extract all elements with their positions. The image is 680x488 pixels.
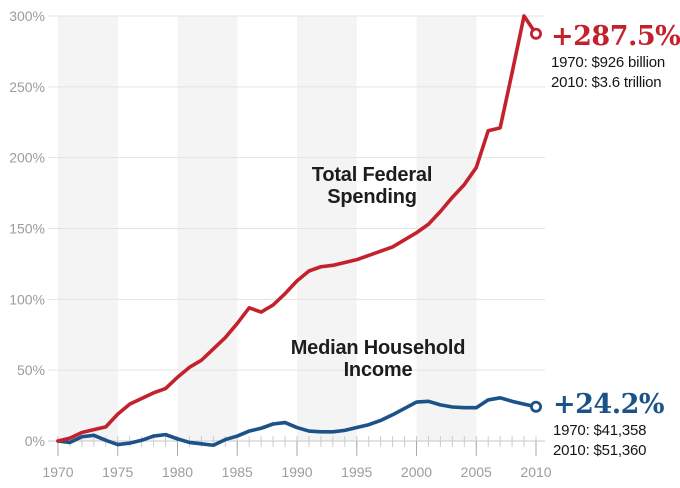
x-axis-label: 1990 [281,464,312,480]
x-axis-label: 1970 [42,464,73,480]
y-axis-label: 300% [9,8,45,24]
y-axis-label: 100% [9,291,45,307]
x-axis-label: 2005 [461,464,492,480]
spending-series-label-line2: Spending [327,186,417,208]
x-axis-label: 1985 [222,464,253,480]
spending-series-label-line1: Total Federal [311,164,433,186]
income-line [56,395,538,448]
income-callout-percent: +24.2% [553,389,665,420]
spending-callout-end-value: 2010: $3.6 trillion [551,74,662,91]
income-callout-end-value: 2010: $51,360 [553,442,647,459]
income-series-label: Median Household Income [266,337,490,381]
y-axis-label: 0% [25,433,45,449]
y-axis-label: 150% [9,221,45,237]
spending-series-label: Total Federal Spending [292,164,452,208]
y-axis-label: 50% [17,362,45,378]
y-axis-label: 200% [9,150,45,166]
spending-line [56,14,538,443]
income-series-label-line2: Income [343,359,413,381]
income-callout-start-value: 1970: $41,358 [553,422,647,439]
spending-callout-percent: +287.5% [551,21,680,52]
income-endpoint-marker [530,400,543,413]
spending-callout-start-value: 1970: $926 billion [551,54,665,71]
x-axis-label: 1980 [162,464,193,480]
y-axis-label: 250% [9,79,45,95]
x-axis-label: 2000 [401,464,432,480]
x-axis-label: 2010 [520,464,551,480]
income-series-label-line1: Median Household [290,337,466,359]
income-callout: +24.2% 1970: $41,358 2010: $51,360 [553,389,665,460]
spending-callout: +287.5% 1970: $926 billion 2010: $3.6 tr… [551,22,680,92]
spending-endpoint-marker [530,27,543,40]
x-axis-label: 1995 [341,464,372,480]
x-axis-label: 1975 [102,464,133,480]
